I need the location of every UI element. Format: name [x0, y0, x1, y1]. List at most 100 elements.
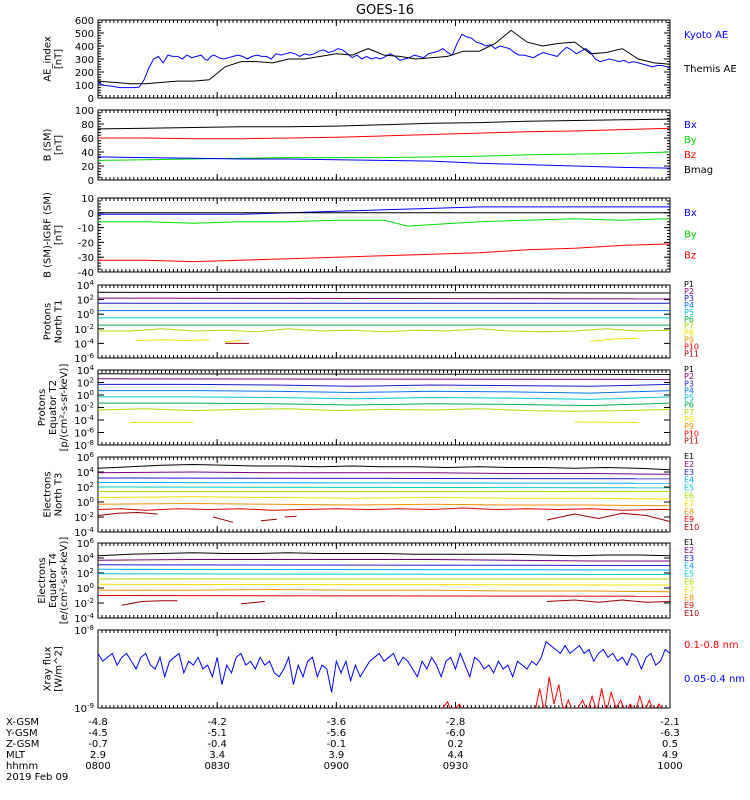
series-line-e10	[240, 601, 265, 605]
legend-entry: P3	[684, 379, 694, 388]
series-line-e9	[98, 507, 670, 511]
series-line-by	[98, 151, 670, 161]
legend-entry: E2	[684, 460, 694, 469]
legend-entry: P7	[684, 322, 694, 331]
series-group	[98, 463, 670, 523]
panel-ae: 0 100 200 300 400 500 600 AE_index [nT] Kyoto AE T…	[43, 16, 737, 105]
legend-entry: By	[684, 229, 697, 240]
legend-entry: E7	[684, 499, 694, 508]
series-line-kyoto-ae	[98, 33, 670, 89]
y-axis-label: North T3	[54, 473, 65, 517]
series-line-bz	[98, 127, 670, 140]
series-line-p3	[98, 383, 670, 387]
x-row-value: -6.0	[446, 728, 466, 739]
legend-entry: Bx	[684, 208, 697, 219]
series-line-e10	[98, 511, 158, 516]
legend-entry: P2	[684, 372, 694, 381]
x-row-value: -0.1	[327, 739, 347, 750]
y-tick-label: 20	[81, 162, 94, 173]
y-tick-label: 102	[77, 377, 94, 390]
series-group	[98, 118, 670, 169]
y-tick-label: 10-2	[74, 402, 94, 415]
y-tick-label: -10	[78, 224, 94, 235]
x-row-label: Z-GSM	[6, 739, 39, 750]
panel-bsm: 0 20 40 60 80 100 B (SM) [nT] Bx By Bz Bmag	[43, 106, 714, 187]
y-tick-label: 60	[81, 134, 94, 145]
legend-entry: E5	[684, 484, 694, 493]
series-group	[98, 640, 670, 708]
legend-entry: P3	[684, 294, 694, 303]
y-tick-label: 10-2	[74, 597, 94, 610]
series-line-e1	[98, 463, 670, 471]
x-row-value: -0.7	[88, 739, 108, 750]
series-group	[98, 373, 670, 423]
series-line-e8	[98, 588, 670, 593]
y-tick-label: 300	[75, 55, 94, 66]
series-line-p1	[98, 291, 670, 294]
y-tick-label: 102	[77, 294, 94, 307]
x-row-value: -0.4	[207, 739, 227, 750]
y-axis-label: Protons	[37, 389, 48, 426]
y-tick-label: 10-6	[74, 352, 94, 365]
series-line-0-05-0-4-nm	[98, 640, 670, 693]
y-tick-label: 106	[77, 537, 95, 550]
legend-entry: Bz	[684, 251, 696, 262]
y-tick-label: 10-8	[74, 624, 94, 637]
series-line-p8	[574, 421, 639, 423]
panel-bigrf: -40 -30 -20 -10 0 10 B (SM)-IGRF (SM) [nT] Bx By B…	[43, 192, 697, 279]
series-line-e4	[98, 568, 670, 571]
legend-entry: E7	[684, 585, 694, 594]
legend-entry: P8	[684, 415, 694, 424]
series-line-p8	[590, 337, 639, 342]
y-axis-label: Equator T2	[48, 380, 59, 435]
x-row-value: -2.1	[660, 717, 680, 728]
series-line-p8	[225, 340, 242, 343]
y-axis-label: Electrons	[37, 557, 48, 603]
y-axis-label: Protons	[43, 303, 54, 340]
x-row-value: -3.6	[327, 717, 347, 728]
y-tick-label: 10-8	[74, 439, 94, 452]
x-row-value: -4.2	[207, 717, 227, 728]
y-tick-label: -30	[78, 253, 94, 264]
legend-entry: Kyoto AE	[684, 30, 728, 41]
legend-entry: P11	[684, 350, 699, 359]
y-tick-label: 104	[77, 466, 95, 479]
y-tick-label: 600	[75, 16, 94, 27]
y-tick-label: 100	[77, 389, 94, 402]
x-row-value: 2.9	[90, 750, 106, 761]
y-tick-label: 10-2	[74, 511, 94, 524]
y-tick-label: 10-4	[74, 612, 94, 625]
x-row-label: hhmm	[6, 761, 38, 772]
series-line-e5	[98, 573, 670, 575]
x-axis-annotations: X-GSM -4.8 -4.2 -3.6 -2.8 -2.1 Y-GSM -4.5 -5.1 -5…	[5, 717, 683, 783]
y-tick-label: 0	[88, 94, 94, 105]
legend-entry: E8	[684, 593, 694, 602]
legend-entry: E10	[684, 523, 699, 532]
legend-entry: P10	[684, 429, 699, 438]
series-line-e10	[213, 516, 234, 523]
legend-entry: P4	[684, 386, 694, 395]
series-line-by	[98, 218, 670, 227]
series-line-e7	[98, 583, 670, 586]
series-line-p4	[98, 390, 670, 394]
x-row-value: -5.1	[207, 728, 227, 739]
legend-entry: By	[684, 135, 697, 146]
y-tick-label: 104	[77, 364, 95, 377]
series-line-e1	[98, 552, 670, 557]
y-tick-label: -20	[78, 238, 94, 249]
series-line-bx	[98, 206, 670, 215]
legend-entry: Bz	[684, 150, 696, 161]
legend-entry: P1	[684, 280, 694, 289]
series-line-bx	[98, 156, 670, 169]
legend-entry: E1	[684, 452, 694, 461]
legend-entry: P4	[684, 301, 694, 310]
series-group	[98, 552, 670, 606]
legend-entry: P5	[684, 394, 694, 403]
series-line-e10	[121, 600, 178, 606]
series-line-e10	[260, 518, 277, 522]
panel-frame	[97, 542, 671, 619]
legend-entry: P10	[684, 343, 699, 352]
series-line-p7	[98, 328, 670, 333]
